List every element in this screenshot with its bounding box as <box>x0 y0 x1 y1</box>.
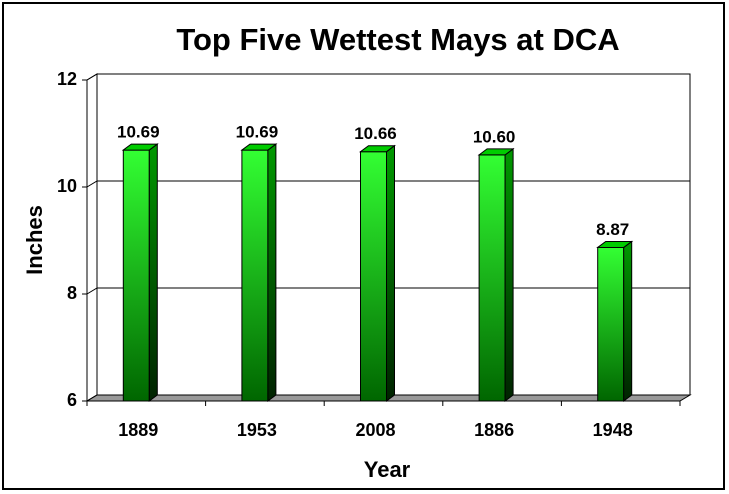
bar <box>121 143 159 402</box>
chart-title: Top Five Wettest Mays at DCA <box>176 22 619 57</box>
y-axis-label: Inches <box>22 205 47 275</box>
side-wall <box>86 73 98 402</box>
x-tick-label: 1953 <box>237 420 277 440</box>
y-tick-label: 8 <box>67 283 77 303</box>
bar-top <box>240 143 278 151</box>
x-tick-label: 1886 <box>474 420 514 440</box>
bar-top <box>359 145 396 153</box>
bar-front <box>597 246 625 402</box>
value-label: 10.60 <box>473 127 516 146</box>
y-tick-label: 10 <box>57 176 77 196</box>
bar-top <box>121 143 159 151</box>
bar-top <box>477 148 515 156</box>
bar <box>359 144 396 402</box>
bar-side <box>623 240 633 402</box>
bar-front <box>478 154 506 402</box>
y-tick-label: 12 <box>57 69 77 89</box>
x-axis-label: Year <box>364 457 411 482</box>
bar-side <box>504 147 514 403</box>
x-tick-label: 1948 <box>593 420 633 440</box>
x-tick-label: 1889 <box>118 420 158 440</box>
bar-front <box>122 149 150 402</box>
bar-side <box>386 144 395 402</box>
x-tick-label: 2008 <box>355 420 395 440</box>
bar-side <box>148 143 158 402</box>
bar-front <box>241 149 269 402</box>
bar <box>240 143 278 402</box>
bar-top <box>596 240 634 248</box>
grid-line <box>86 73 690 81</box>
value-label: 8.87 <box>596 220 629 239</box>
value-label: 10.66 <box>354 124 397 143</box>
bar <box>477 147 515 403</box>
y-tick-label: 6 <box>67 390 77 410</box>
bar-front <box>360 151 387 402</box>
value-label: 10.69 <box>117 123 160 142</box>
bar <box>596 240 634 402</box>
bar-side <box>267 143 277 402</box>
value-label: 10.69 <box>236 123 279 142</box>
